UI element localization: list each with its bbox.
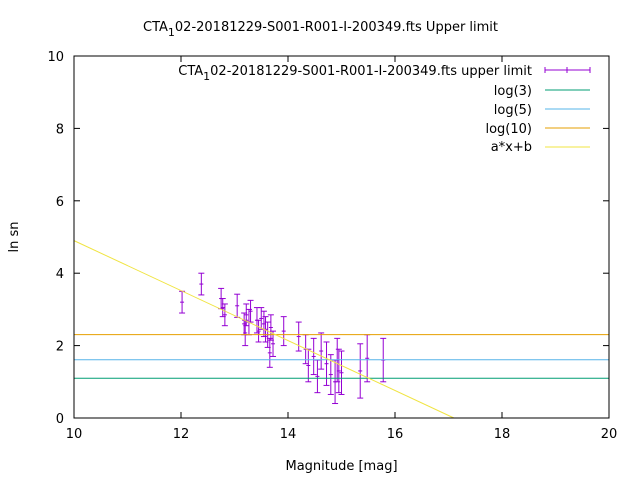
x-tick-label: 14 — [280, 427, 297, 442]
x-axis-label: Magnitude [mag] — [285, 459, 397, 474]
x-tick-label: 12 — [173, 427, 190, 442]
data-point — [318, 332, 325, 370]
x-tick-label: 10 — [66, 427, 83, 442]
fit-line — [73, 240, 455, 419]
legend: CTA102-20181229-S001-R001-I-200349.fts u… — [178, 64, 591, 155]
data-point — [338, 350, 345, 395]
data-point — [310, 337, 317, 376]
legend-points-sub: 1 — [203, 70, 210, 83]
x-tick-label: 20 — [601, 427, 618, 442]
data-point — [243, 303, 250, 327]
data-point — [357, 343, 364, 399]
legend-label-log5: log(5) — [494, 103, 532, 118]
data-point — [295, 321, 302, 352]
data-point — [179, 290, 186, 314]
data-point — [255, 319, 262, 343]
chart-title-suffix: 02-20181229-S001-R001-I-200349.fts Upper… — [175, 20, 498, 35]
y-tick-label: 4 — [56, 267, 64, 282]
data-point — [270, 330, 277, 357]
y-tick-label: 6 — [56, 195, 64, 210]
data-point — [305, 348, 312, 383]
y-tick-label: 0 — [56, 412, 64, 427]
data-point — [280, 316, 287, 347]
y-axis-label: ln sn — [7, 222, 22, 253]
legend-label-log10: log(10) — [485, 122, 532, 137]
data-point — [198, 272, 205, 296]
legend-label-log3: log(3) — [494, 84, 532, 99]
chart-title: CTA102-20181229-S001-R001-I-200349.fts U… — [143, 20, 498, 39]
data-point — [323, 341, 330, 386]
legend-label-points: CTA102-20181229-S001-R001-I-200349.fts u… — [178, 64, 532, 83]
chart-title-prefix: CTA — [143, 20, 168, 35]
data-point — [335, 348, 342, 394]
data-point — [221, 303, 228, 327]
chart-title-sub: 1 — [168, 26, 175, 39]
x-tick-label: 18 — [494, 427, 511, 442]
svg-text:CTA102-20181229-S001-R001-I-20: CTA102-20181229-S001-R001-I-200349.fts U… — [143, 20, 498, 39]
y-tick-label: 8 — [56, 122, 64, 137]
legend-points-prefix: CTA — [178, 64, 203, 79]
x-tick-label: 16 — [387, 427, 404, 442]
plot-area-frame — [73, 55, 610, 419]
data-point — [266, 337, 273, 368]
data-point — [364, 334, 371, 383]
data-point — [234, 293, 241, 318]
data-point — [314, 359, 321, 394]
legend-points-suffix: 02-20181229-S001-R001-I-200349.fts upper… — [210, 64, 532, 79]
data-point — [327, 354, 334, 395]
y-tick-label: 2 — [56, 340, 64, 355]
legend-label-fit: a*x+b — [491, 140, 532, 155]
y-tick-label: 10 — [47, 50, 64, 65]
